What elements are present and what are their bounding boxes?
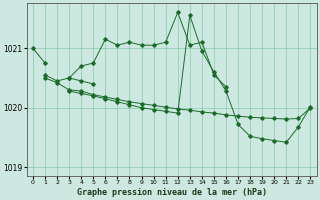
X-axis label: Graphe pression niveau de la mer (hPa): Graphe pression niveau de la mer (hPa) bbox=[77, 188, 267, 197]
